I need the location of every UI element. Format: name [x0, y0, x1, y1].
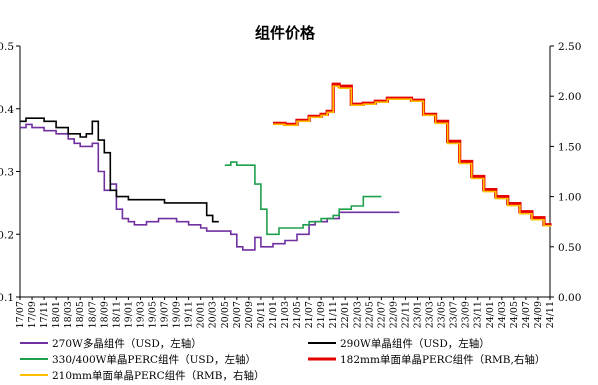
x-tick-label: 21/01 — [268, 301, 279, 328]
y-left-tick-label: 0.5 — [0, 41, 14, 53]
x-tick-label: 24/01 — [485, 301, 496, 328]
x-tick-label: 23/07 — [449, 301, 460, 328]
x-tick-label: 21/11 — [328, 301, 339, 328]
x-tick-label: 24/03 — [497, 301, 508, 328]
y-left-tick-label: 0.3 — [0, 167, 14, 179]
legend-label-4: 182mm单面单晶PERC组件（RMB,右轴） — [340, 353, 545, 366]
y-right-tick-label: 0.00 — [558, 292, 581, 304]
y-left-tick-label: 0.2 — [0, 229, 14, 241]
x-tick-label: 18/07 — [87, 301, 98, 328]
x-tick-label: 21/09 — [316, 301, 327, 328]
y-right-tick-label: 0.50 — [558, 242, 581, 254]
x-tick-label: 23/01 — [413, 301, 424, 328]
x-tick-label: 23/05 — [437, 301, 448, 328]
series-line-3 — [224, 161, 382, 236]
chart-title: 组件价格 — [255, 24, 316, 42]
x-tick-label: 22/05 — [364, 301, 375, 328]
x-tick-label: 20/07 — [232, 301, 243, 328]
x-tick-label: 23/03 — [425, 301, 436, 328]
x-tick-label: 20/05 — [220, 301, 231, 328]
x-tick-label: 21/07 — [304, 301, 315, 328]
x-tick-label: 17/11 — [39, 301, 50, 328]
y-axis-left: 0.1 0.2 0.3 0.4 0.5 — [0, 41, 20, 304]
x-tick-label: 19/01 — [123, 301, 134, 328]
y-right-tick-label: 2.50 — [558, 41, 581, 53]
x-tick-label: 19/03 — [135, 301, 146, 328]
y-right-tick-label: 1.50 — [558, 141, 581, 153]
x-axis: 17/07 17/09 17/11 18/01 18/03 18/05 18/07 18/09… — [15, 297, 556, 328]
series-line-1 — [20, 123, 400, 251]
series-line-5 — [273, 85, 551, 227]
y-right-tick-label: 2.00 — [558, 91, 581, 103]
x-tick-label: 22/01 — [340, 301, 351, 328]
x-tick-label: 19/09 — [172, 301, 183, 328]
x-tick-label: 22/03 — [352, 301, 363, 328]
x-tick-label: 17/09 — [27, 301, 38, 328]
y-left-tick-label: 0.4 — [0, 104, 14, 116]
legend-label-2: 290W单晶组件（USD，左轴） — [340, 337, 490, 350]
x-tick-label: 18/11 — [111, 301, 122, 328]
x-tick-label: 22/11 — [400, 301, 411, 328]
x-tick-label: 20/09 — [244, 301, 255, 328]
x-tick-label: 18/05 — [75, 301, 86, 328]
x-tick-label: 21/03 — [280, 301, 291, 328]
x-tick-label: 19/05 — [148, 301, 159, 328]
x-tick-label: 18/01 — [51, 301, 62, 328]
x-tick-label: 20/11 — [256, 301, 267, 328]
x-tick-label: 20/03 — [208, 301, 219, 328]
legend-label-3: 330/400W单晶PERC组件（USD，左轴） — [52, 353, 256, 366]
series-line-2 — [20, 117, 219, 223]
y-axis-right: 0.00 0.50 1.00 1.50 2.00 2.50 — [550, 41, 581, 304]
legend-label-1: 270W多晶组件（USD，左轴） — [52, 337, 202, 350]
x-tick-label: 19/11 — [184, 301, 195, 328]
x-tick-label: 20/01 — [196, 301, 207, 328]
x-tick-label: 22/07 — [376, 301, 387, 328]
y-right-tick-label: 1.00 — [558, 192, 581, 204]
x-tick-label: 17/07 — [15, 301, 26, 328]
x-tick-label: 19/07 — [160, 301, 171, 328]
x-tick-label: 23/11 — [473, 301, 484, 328]
x-tick-label: 22/09 — [388, 301, 399, 328]
x-tick-label: 18/03 — [63, 301, 74, 328]
legend-label-5: 210mm单面单晶PERC组件（RMB，右轴） — [52, 369, 265, 382]
x-tick-label: 18/09 — [99, 301, 110, 328]
x-tick-label: 24/09 — [533, 301, 544, 328]
x-tick-label: 24/05 — [509, 301, 520, 328]
x-tick-label: 24/11 — [545, 301, 556, 328]
legend: 270W多晶组件（USD，左轴） 290W单晶组件（USD，左轴） 330/400W… — [20, 337, 545, 382]
x-tick-label: 23/09 — [461, 301, 472, 328]
x-tick-label: 21/05 — [292, 301, 303, 328]
x-tick-label: 24/07 — [521, 301, 532, 328]
y-left-tick-label: 0.1 — [0, 292, 14, 304]
series-lines — [20, 82, 552, 251]
